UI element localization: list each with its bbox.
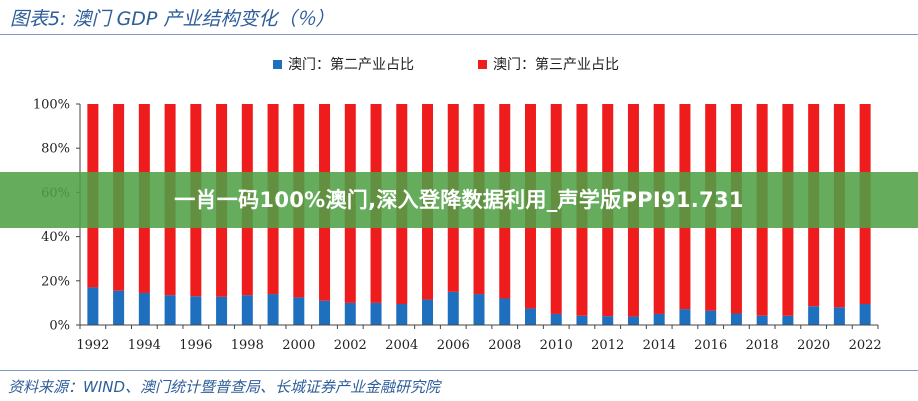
y-tick-label: 100% [33, 98, 70, 113]
legend-swatch-secondary [273, 59, 282, 69]
x-tick-label-1992: 1992 [76, 338, 109, 353]
legend-swatch-tertiary [478, 59, 487, 69]
y-tick-label: 40% [41, 230, 70, 245]
x-tick-label-2002: 2002 [334, 338, 367, 353]
source-bar: 资料来源：WIND、澳门统计暨普查局、长城证券产业金融研究院 [0, 370, 918, 401]
bar-secondary-2006 [447, 291, 459, 325]
x-tick-label-1994: 1994 [128, 338, 161, 353]
y-tick-label: 0% [49, 319, 70, 334]
x-tick-label-1996: 1996 [179, 338, 212, 353]
bar-secondary-2009 [524, 308, 536, 325]
legend-item-tertiary: 澳门：第三产业占比 [478, 54, 619, 74]
x-tick-label-2000: 2000 [282, 338, 315, 353]
bar-secondary-2020 [808, 306, 820, 325]
figure-title-bar: 图表5: 澳门 GDP 产业结构变化（％） [0, 0, 918, 35]
bar-secondary-1999 [267, 294, 279, 325]
bar-secondary-2016 [705, 310, 717, 325]
bar-secondary-2011 [576, 315, 588, 325]
bar-secondary-2007 [473, 294, 485, 325]
x-tick-label-2010: 2010 [540, 338, 573, 353]
bar-secondary-2000 [293, 297, 305, 326]
y-tick-label: 80% [41, 142, 70, 157]
x-tick-label-2018: 2018 [746, 338, 779, 353]
bar-secondary-1994 [138, 292, 150, 325]
chart-legend: 澳门：第二产业占比 澳门：第三产业占比 [0, 52, 918, 74]
bar-secondary-2012 [602, 316, 614, 325]
bar-secondary-2019 [782, 315, 794, 325]
bar-secondary-1997 [216, 296, 228, 325]
bar-secondary-2021 [833, 307, 845, 325]
bar-secondary-1993 [113, 290, 125, 325]
x-tick-label-2016: 2016 [694, 338, 727, 353]
bar-secondary-2018 [756, 315, 768, 325]
bar-secondary-2022 [859, 304, 871, 325]
bar-secondary-1992 [87, 287, 99, 325]
bar-secondary-2008 [499, 298, 511, 325]
x-tick-label-2012: 2012 [591, 338, 624, 353]
x-tick-label-2014: 2014 [643, 338, 676, 353]
bar-secondary-2017 [730, 313, 742, 325]
bar-secondary-2004 [396, 304, 408, 325]
bar-secondary-1998 [241, 295, 253, 325]
y-tick-label: 20% [41, 274, 70, 289]
bar-secondary-1995 [164, 295, 176, 325]
bar-secondary-2001 [319, 300, 331, 325]
x-tick-label-2022: 2022 [849, 338, 882, 353]
bar-secondary-1996 [190, 296, 202, 325]
bar-secondary-2005 [422, 299, 434, 325]
bar-secondary-2003 [370, 302, 382, 325]
bar-secondary-2010 [550, 313, 562, 325]
bar-secondary-2002 [344, 302, 356, 325]
overlay-banner: 一肖一码100%澳门,深入登降数据利用_声学版PPI91.731 [0, 172, 918, 228]
x-tick-label-2006: 2006 [437, 338, 470, 353]
x-tick-label-1998: 1998 [231, 338, 264, 353]
x-tick-label-2008: 2008 [488, 338, 521, 353]
bar-secondary-2015 [679, 309, 691, 325]
legend-item-secondary: 澳门：第二产业占比 [273, 54, 414, 74]
legend-label-secondary: 澳门：第二产业占比 [288, 57, 414, 73]
bar-secondary-2013 [627, 316, 639, 325]
figure-title: 图表5: 澳门 GDP 产业结构变化（％） [10, 8, 335, 30]
x-tick-label-2004: 2004 [385, 338, 418, 353]
overlay-banner-text: 一肖一码100%澳门,深入登降数据利用_声学版PPI91.731 [174, 188, 744, 212]
legend-label-tertiary: 澳门：第三产业占比 [493, 57, 619, 73]
source-text: 资料来源：WIND、澳门统计暨普查局、长城证券产业金融研究院 [8, 378, 441, 396]
x-tick-label-2020: 2020 [797, 338, 830, 353]
bar-secondary-2014 [653, 313, 665, 325]
